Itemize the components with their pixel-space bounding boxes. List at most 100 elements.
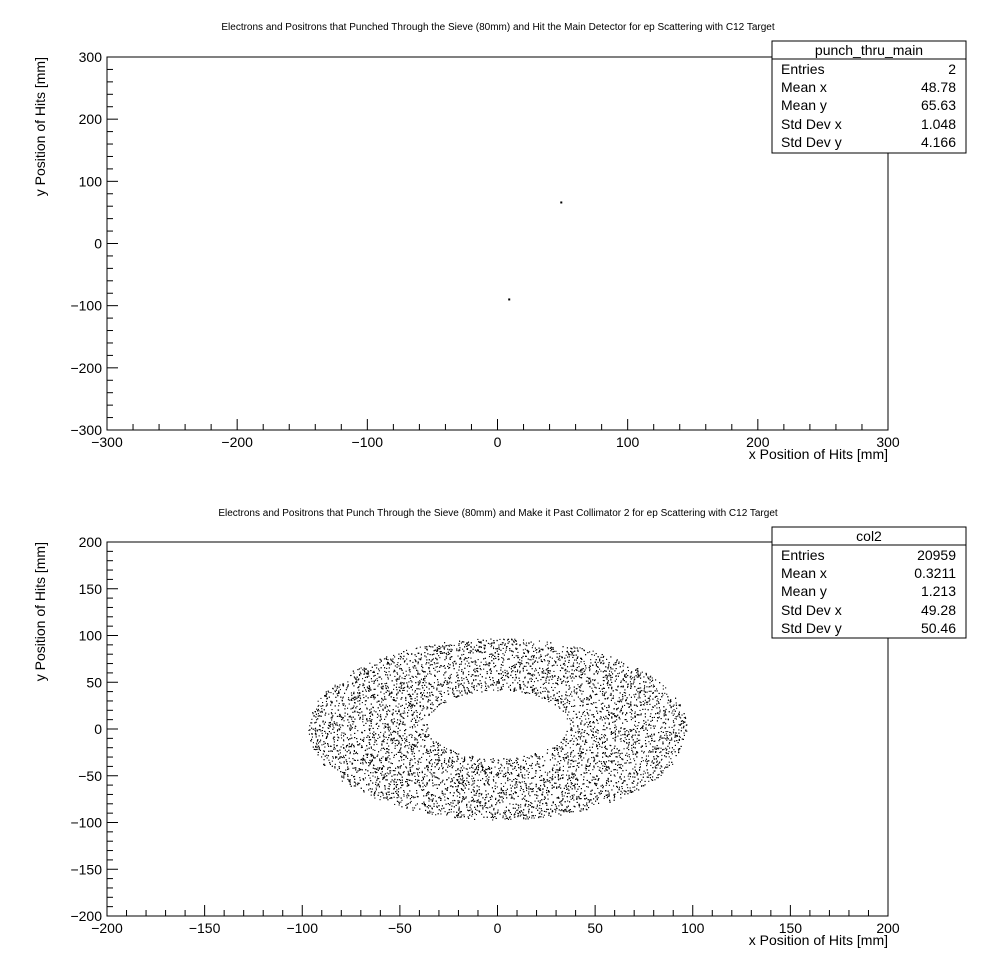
data-point — [600, 670, 602, 672]
data-point — [573, 690, 575, 692]
data-point — [504, 810, 506, 812]
data-point — [342, 696, 344, 698]
data-point — [476, 760, 478, 762]
data-point — [467, 774, 469, 776]
data-point — [329, 726, 331, 728]
data-point — [524, 777, 526, 779]
data-point — [364, 761, 366, 763]
data-point — [349, 728, 351, 730]
data-point — [411, 734, 413, 736]
data-point — [439, 657, 441, 659]
data-point — [569, 796, 571, 798]
data-point — [623, 780, 625, 782]
data-point — [461, 779, 463, 781]
data-point — [431, 776, 433, 778]
data-point — [448, 663, 450, 665]
data-point — [419, 772, 421, 774]
data-point — [495, 797, 497, 799]
data-point — [373, 756, 375, 758]
data-point — [527, 662, 529, 664]
data-point — [535, 669, 537, 671]
data-point — [458, 813, 460, 815]
data-point — [558, 746, 560, 748]
data-point — [445, 701, 447, 703]
data-point — [531, 655, 533, 657]
data-point — [398, 796, 400, 798]
data-point — [387, 674, 389, 676]
data-point — [363, 779, 365, 781]
data-point — [449, 644, 451, 646]
data-point — [311, 736, 313, 738]
data-point — [400, 774, 402, 776]
data-point — [622, 705, 624, 707]
data-point — [334, 690, 336, 692]
data-point — [355, 681, 357, 683]
data-point — [404, 742, 406, 744]
data-point — [639, 766, 641, 768]
data-point — [366, 707, 368, 709]
data-point — [366, 672, 368, 674]
data-point — [363, 737, 365, 739]
data-point — [410, 750, 412, 752]
data-point — [388, 773, 390, 775]
data-point — [388, 671, 390, 673]
data-point — [627, 775, 629, 777]
data-point — [514, 666, 516, 668]
data-point — [660, 747, 662, 749]
data-point — [360, 667, 362, 669]
data-point — [377, 728, 379, 730]
data-point — [553, 650, 555, 652]
data-point — [340, 762, 342, 764]
data-point — [603, 761, 605, 763]
data-point — [651, 740, 653, 742]
data-point — [497, 800, 499, 802]
data-point — [561, 656, 563, 658]
data-point — [316, 719, 318, 721]
data-point — [393, 756, 395, 758]
data-point — [357, 686, 359, 688]
data-point — [547, 667, 549, 669]
data-point — [461, 670, 463, 672]
data-point — [612, 732, 614, 734]
data-point — [404, 712, 406, 714]
data-point — [622, 759, 624, 761]
data-point — [626, 676, 628, 678]
data-point — [572, 676, 574, 678]
data-point — [510, 813, 512, 815]
data-point — [379, 720, 381, 722]
data-point — [431, 813, 433, 815]
data-point — [514, 787, 516, 789]
data-point — [614, 732, 616, 734]
data-point — [357, 730, 359, 732]
data-point — [662, 772, 664, 774]
data-point — [669, 747, 671, 749]
data-point — [483, 648, 485, 650]
data-point — [615, 678, 617, 680]
data-point — [561, 800, 563, 802]
data-point — [582, 752, 584, 754]
data-point — [384, 748, 386, 750]
data-point — [342, 725, 344, 727]
data-point — [313, 715, 315, 717]
data-point — [486, 796, 488, 798]
data-point — [636, 672, 638, 674]
data-point — [422, 708, 424, 710]
data-point — [679, 716, 681, 718]
data-point — [612, 695, 614, 697]
y-tick-label: −100 — [70, 815, 102, 831]
data-point — [442, 665, 444, 667]
data-point — [533, 817, 535, 819]
data-point — [635, 730, 637, 732]
data-point — [420, 678, 422, 680]
data-point — [407, 752, 409, 754]
data-point — [535, 649, 537, 651]
data-point — [528, 791, 530, 793]
data-point — [431, 763, 433, 765]
data-point — [349, 761, 351, 763]
data-point — [368, 720, 370, 722]
data-point — [637, 697, 639, 699]
data-point — [605, 782, 607, 784]
data-point — [614, 702, 616, 704]
data-point — [573, 699, 575, 701]
data-point — [547, 794, 549, 796]
